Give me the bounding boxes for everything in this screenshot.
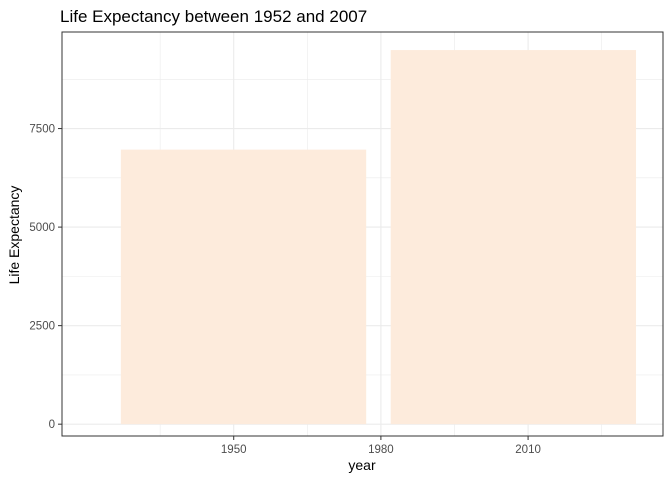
y-tick-label: 2500 [29,321,55,333]
y-tick-label: 5000 [29,222,55,234]
y-tick-label: 0 [49,419,55,431]
x-tick-label: 2010 [515,444,541,456]
panel-border [61,31,664,437]
x-axis-title: year [348,457,376,473]
x-tick-label: 1980 [368,444,394,456]
y-axis: 0 2500 5000 7500 [29,124,62,431]
x-tick-label: 1950 [221,444,247,456]
y-tick-label: 7500 [29,124,55,136]
bars [120,50,637,425]
x-axis: 1950 1980 2010 [221,436,541,456]
bar [390,50,637,425]
y-axis-title: Life Expectancy [6,186,22,285]
bar [120,149,367,425]
chart-title: Life Expectancy between 1952 and 2007 [60,7,367,26]
